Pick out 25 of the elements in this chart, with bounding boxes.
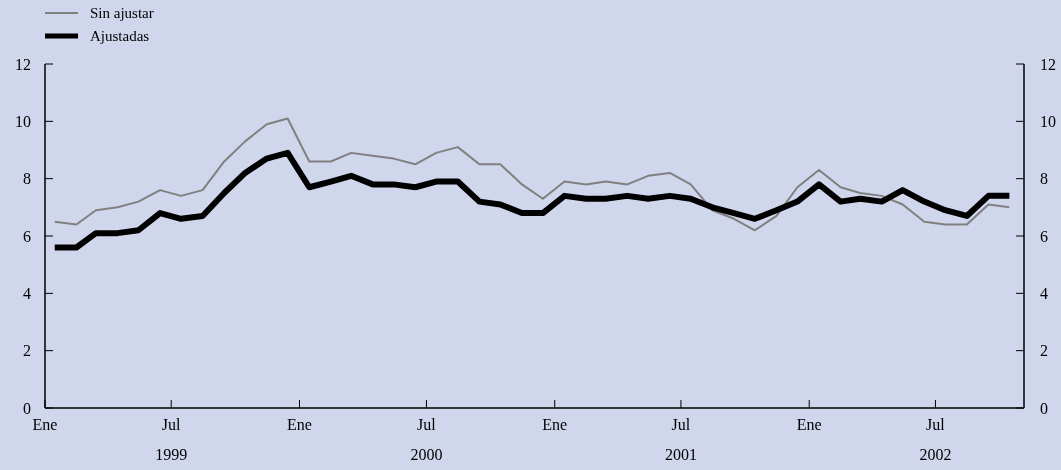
x-tick-label: Jul 2002	[919, 416, 952, 463]
y-tick-label: 6	[23, 227, 31, 245]
x-tick-label: Jul 2000	[410, 416, 443, 463]
y2-tick-label: 8	[1040, 170, 1048, 188]
y2-tick-label: 0	[1040, 399, 1048, 417]
line-series	[53, 117, 1011, 232]
y2-tick-label: 12	[1040, 55, 1056, 73]
y-tick-label: 2	[23, 342, 31, 360]
legend-label: Ajustadas	[90, 28, 150, 45]
y-tick-label: 4	[23, 284, 31, 302]
x-tick-label: Jul 2001	[664, 416, 697, 463]
legend-label: Sin ajustar	[90, 5, 154, 22]
y2-tick-label: 6	[1040, 227, 1048, 245]
y2-tick-label: 10	[1040, 112, 1056, 130]
y-tick-label: 10	[15, 112, 31, 130]
y-tick-label: 8	[23, 170, 31, 188]
y2-tick-label: 4	[1040, 284, 1048, 302]
x-tick-label: Jul 1999	[155, 416, 188, 463]
y2-tick-label: 2	[1040, 342, 1048, 360]
x-tick-label: Ene	[32, 416, 58, 433]
x-tick-label: Ene	[287, 416, 312, 433]
x-tick-label: Ene	[796, 416, 822, 433]
y-tick-label: 12	[15, 55, 31, 73]
y-tick-label: 0	[23, 399, 31, 417]
x-tick-label: Ene	[542, 416, 568, 433]
